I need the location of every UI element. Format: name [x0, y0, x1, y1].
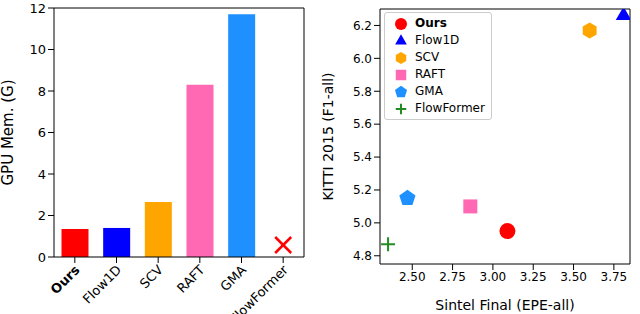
svg-text:2.50: 2.50	[399, 270, 426, 284]
svg-text:Ours: Ours	[48, 262, 83, 297]
html-text:Ours: Ours	[415, 16, 447, 30]
svg-text:5.6: 5.6	[353, 117, 372, 131]
svg-text:5.8: 5.8	[353, 85, 372, 99]
svg-text:FlowFormer: FlowFormer	[227, 262, 292, 314]
svg-text:SCV: SCV	[137, 262, 166, 291]
svg-text:GMA: GMA	[217, 262, 249, 294]
svg-text:0: 0	[38, 250, 46, 265]
html-text:SCV: SCV	[415, 50, 440, 64]
svg-text:6.0: 6.0	[353, 52, 372, 66]
svg-text:Sintel Final (EPE-all): Sintel Final (EPE-all)	[435, 297, 574, 313]
svg-text:6.2: 6.2	[353, 19, 372, 33]
html-text:Flow1D: Flow1D	[415, 33, 460, 47]
svg-text:5.4: 5.4	[353, 150, 372, 164]
svg-text:8: 8	[38, 84, 46, 99]
svg-text:RAFT: RAFT	[174, 262, 208, 296]
svg-text:3.25: 3.25	[520, 270, 547, 284]
svg-text:6: 6	[38, 125, 46, 140]
svg-text:4.8: 4.8	[353, 249, 372, 263]
svg-text:12: 12	[29, 1, 46, 16]
svg-text:4: 4	[38, 167, 46, 182]
svg-text:2.75: 2.75	[439, 270, 466, 284]
html-text:GMA: GMA	[415, 84, 443, 98]
svg-text:KITTI 2015 (F1-all): KITTI 2015 (F1-all)	[320, 72, 336, 200]
svg-text:3.00: 3.00	[480, 270, 507, 284]
html-text:RAFT: RAFT	[415, 67, 446, 81]
svg-text:5.0: 5.0	[353, 216, 372, 230]
svg-text:5.2: 5.2	[353, 183, 372, 197]
svg-text:GPU Mem. (G): GPU Mem. (G)	[8, 79, 17, 185]
svg-text:Flow1D: Flow1D	[80, 262, 125, 307]
html-text:FlowFormer: FlowFormer	[415, 101, 485, 115]
svg-text:3.50: 3.50	[560, 270, 587, 284]
svg-text:2: 2	[38, 208, 46, 223]
svg-text:3.75: 3.75	[601, 270, 628, 284]
svg-text:10: 10	[29, 42, 46, 57]
